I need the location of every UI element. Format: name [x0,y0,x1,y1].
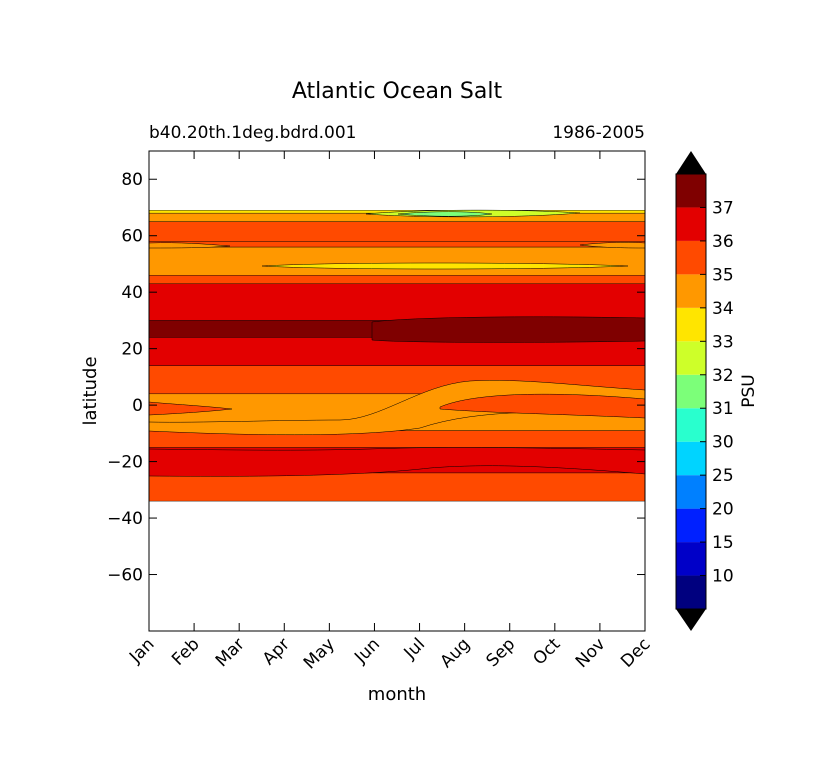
colorbar-tick-label: 36 [712,232,734,252]
x-tick-label: Jul [400,634,429,663]
contour-band-9 [149,246,645,276]
y-tick-label: −20 [107,453,143,473]
chart-title: Atlantic Ocean Salt [292,79,503,104]
y-tick-label: 20 [121,340,143,360]
plot-area [149,209,645,502]
colorbar: 10 15 20 25 30 31 32 33 34 35 36 37 [675,151,734,631]
colorbar-tick-label: 25 [712,466,734,486]
colorbar-tick-label: 10 [712,567,734,587]
colorbar-tick-label: 15 [712,533,734,553]
contour-band-7 [149,283,645,321]
colorbar-label: PSU [739,374,759,408]
colorbar-extend-high [676,151,706,174]
colorbar-swatch [676,341,706,375]
colorbar-swatch [676,441,706,476]
x-tick-label: Feb [168,634,203,669]
contour-subpolar-fresh-lens [261,262,629,270]
y-tick-label: −40 [107,509,143,529]
colorbar-swatch [676,174,706,208]
y-tick-label: 60 [121,227,143,247]
colorbar-swatch [676,508,706,543]
x-tick-label: Apr [259,634,294,669]
colorbar-swatch [676,274,706,308]
x-tick-label: Jun [350,634,384,668]
y-axis-label: latitude [80,356,101,425]
contour-eq-west-patch [149,401,233,416]
contour-mid-north-east-patch [579,242,645,249]
x-axis-label: month [368,684,426,705]
y-tick-label: 0 [132,396,143,416]
colorbar-frame [675,173,707,610]
colorbar-tick-label: 32 [712,366,734,386]
colorbar-tick-label: 20 [712,500,734,520]
y-axis: 80 60 40 20 0 −20 −40 −60 [107,170,645,586]
colorbar-tick-label: 37 [712,198,734,218]
x-tick-label: Oct [529,634,564,669]
colorbar-tick-label: 34 [712,299,734,319]
x-tick-label: Jan [125,634,158,667]
contour-south-high-salt [149,447,645,477]
contour-band-8 [149,275,645,284]
colorbar-swatch [676,575,706,609]
colorbar-tick-label: 31 [712,399,734,419]
y-tick-label: −60 [107,566,143,586]
plot-frame [148,150,646,632]
contour-high-salt-core-ext [371,316,645,343]
colorbar-extend-low [676,609,706,631]
x-tick-label: Mar [212,634,249,671]
x-tick-label: Aug [437,634,475,672]
colorbar-swatch [676,408,706,442]
contour-eq-salt-tongue [439,393,645,419]
colorbar-tick-label: 33 [712,332,734,352]
x-tick-label: Nov [572,634,610,672]
colorbar-swatch [676,207,706,241]
colorbar-tick-label: 30 [712,433,734,453]
colorbar-swatch [676,240,706,275]
x-tick-label: May [300,634,339,673]
contour-tropical-low-salt [149,380,645,436]
contour-nordic-fresh-inner [397,211,493,217]
colorbar-swatch [676,307,706,342]
contour-band-0 [149,472,645,502]
y-tick-label: 80 [121,170,143,190]
x-tick-label: Dec [617,634,654,671]
contour-mid-north-west-patch [149,242,231,249]
y-tick-label: 40 [121,283,143,303]
colorbar-tick-label: 35 [712,265,734,285]
colorbar-swatch [676,542,706,576]
colorbar-swatch [676,475,706,509]
contour-band-11 [149,221,645,242]
chart-subtitle-left: b40.20th.1deg.bdrd.001 [149,123,356,143]
colorbar-swatch [676,374,706,409]
x-tick-label: Sep [482,634,519,671]
chart-subtitle-right: 1986-2005 [552,123,645,143]
